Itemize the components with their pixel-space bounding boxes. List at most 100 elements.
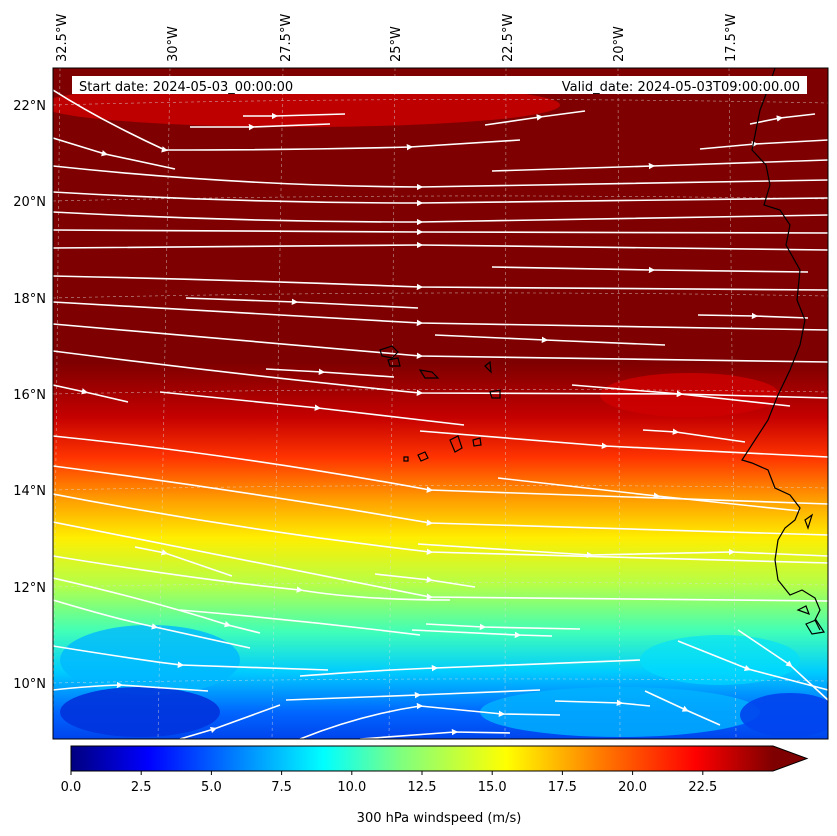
streamline bbox=[53, 465, 828, 536]
streamline bbox=[434, 334, 666, 346]
streamline bbox=[697, 312, 809, 320]
streamline bbox=[417, 543, 828, 559]
colorbar-tick-label: 5.0 bbox=[201, 780, 222, 795]
streamline bbox=[737, 629, 828, 701]
colorbar-tick-label: 20.0 bbox=[618, 780, 647, 795]
streamline bbox=[185, 297, 419, 309]
streamline bbox=[677, 640, 828, 691]
streamline bbox=[497, 477, 801, 512]
streamline bbox=[411, 629, 553, 639]
streamline bbox=[425, 623, 581, 631]
streamline bbox=[491, 266, 809, 274]
lat-label: 10°N bbox=[13, 677, 46, 692]
lat-label: 12°N bbox=[13, 581, 46, 596]
streamline bbox=[53, 384, 129, 403]
streamline bbox=[243, 112, 346, 120]
coastline bbox=[379, 68, 826, 635]
longitude-labels: 32.5°W 30°W 27.5°W 25°W 22.5°W 20°W 17.5… bbox=[55, 14, 739, 62]
streamline bbox=[554, 699, 651, 707]
streamline bbox=[699, 139, 828, 150]
streamline bbox=[179, 609, 421, 636]
streamline bbox=[53, 211, 828, 226]
windspeed-field-detail bbox=[53, 83, 828, 737]
streamline bbox=[359, 728, 511, 739]
streamline bbox=[53, 681, 209, 692]
colorbar-ticks: 0.0 2.5 5.0 7.5 10.0 12.5 15.0 17.5 20.0 22.5 bbox=[61, 771, 717, 795]
streamline bbox=[53, 137, 176, 170]
streamline bbox=[53, 521, 828, 602]
streamline bbox=[53, 645, 329, 671]
streamlines bbox=[53, 89, 828, 739]
colorbar: 0.0 2.5 5.0 7.5 10.0 12.5 15.0 17.5 20.0 22.5 300… bbox=[61, 745, 809, 826]
streamline bbox=[642, 428, 746, 443]
island bbox=[418, 369, 440, 379]
colorbar-tick-label: 0.0 bbox=[61, 780, 82, 795]
latitude-labels: 22°N 20°N 18°N 16°N 14°N 12°N 10°N bbox=[13, 99, 46, 692]
colorbar-tick-label: 22.5 bbox=[688, 780, 717, 795]
map-frame bbox=[52, 67, 829, 740]
streamline bbox=[53, 555, 451, 601]
lon-label: 30°W bbox=[166, 26, 181, 62]
colorbar-tick-label: 15.0 bbox=[478, 780, 507, 795]
island bbox=[489, 389, 501, 399]
lon-label: 32.5°W bbox=[55, 14, 70, 62]
streamline bbox=[484, 110, 586, 126]
lon-label: 25°W bbox=[389, 26, 404, 62]
streamline bbox=[53, 493, 828, 564]
island bbox=[449, 435, 463, 453]
streamline bbox=[134, 546, 233, 577]
streamline bbox=[53, 323, 828, 363]
streamline bbox=[285, 689, 541, 701]
streamline bbox=[53, 228, 828, 236]
lat-label: 16°N bbox=[13, 388, 46, 403]
valid-date-label: Valid_date: 2024-05-03T09:00:00.00 bbox=[562, 80, 800, 95]
island bbox=[804, 513, 814, 530]
streamline bbox=[53, 350, 828, 399]
streamline bbox=[299, 702, 561, 739]
island bbox=[796, 605, 811, 616]
lat-label: 20°N bbox=[13, 195, 46, 210]
island bbox=[387, 357, 401, 367]
colorbar-extend-arrow bbox=[773, 746, 807, 771]
streamline bbox=[53, 435, 828, 505]
streamline bbox=[53, 577, 261, 634]
streamline bbox=[374, 573, 476, 588]
streamline bbox=[644, 690, 721, 726]
lon-label: 20°W bbox=[612, 26, 627, 62]
streamline bbox=[53, 89, 521, 153]
streamline bbox=[53, 191, 828, 207]
island bbox=[403, 456, 409, 462]
streamline bbox=[159, 391, 465, 426]
streamline bbox=[53, 599, 251, 649]
streamline bbox=[491, 159, 828, 172]
island bbox=[417, 451, 429, 462]
colorbar-gradient bbox=[71, 746, 773, 771]
colorbar-outline bbox=[70, 745, 809, 772]
streamline bbox=[299, 659, 641, 677]
streamline bbox=[53, 165, 828, 191]
streamline bbox=[53, 275, 828, 291]
streamline bbox=[265, 368, 395, 378]
island bbox=[484, 360, 492, 374]
lat-label: 22°N bbox=[13, 99, 46, 114]
streamline bbox=[571, 384, 791, 407]
island bbox=[379, 345, 399, 359]
lon-label: 17.5°W bbox=[724, 14, 739, 62]
island bbox=[805, 619, 826, 635]
streamline bbox=[190, 123, 331, 131]
map-panel bbox=[53, 68, 828, 739]
start-date-label: Start date: 2024-05-03_00:00:00 bbox=[79, 80, 293, 95]
header-box bbox=[72, 76, 807, 94]
african-coastline bbox=[741, 68, 821, 631]
lon-label: 22.5°W bbox=[501, 14, 516, 62]
island bbox=[472, 437, 482, 447]
streamline bbox=[53, 301, 828, 331]
colorbar-tick-label: 10.0 bbox=[337, 780, 366, 795]
colorbar-tick-label: 17.5 bbox=[548, 780, 577, 795]
lat-label: 18°N bbox=[13, 292, 46, 307]
lat-label: 14°N bbox=[13, 484, 46, 499]
colorbar-tick-label: 2.5 bbox=[131, 780, 152, 795]
lon-label: 27.5°W bbox=[279, 14, 294, 62]
streamline bbox=[749, 113, 816, 125]
